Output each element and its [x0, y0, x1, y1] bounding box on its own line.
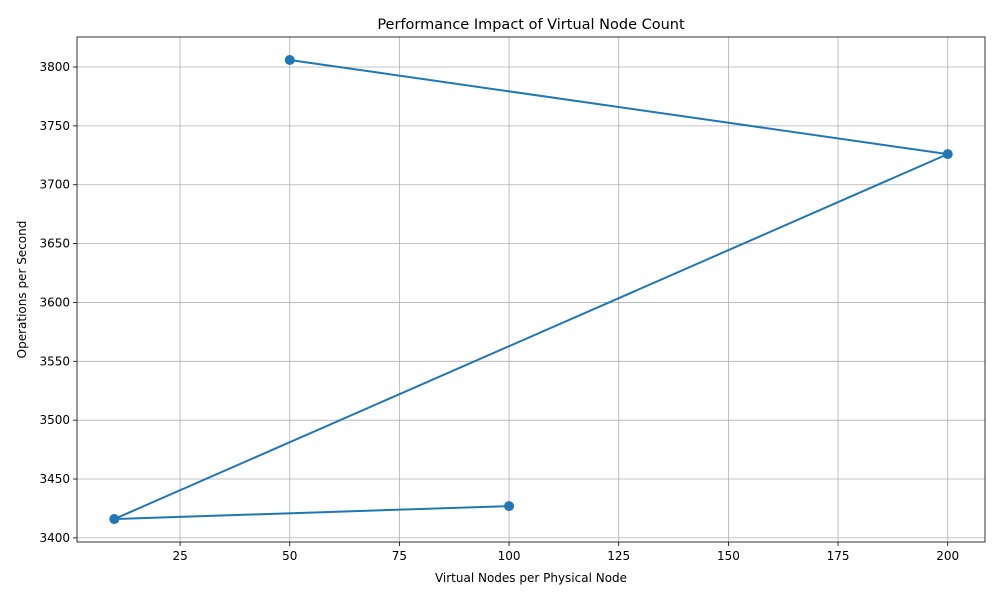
x-tick-label: 200 [936, 549, 959, 563]
y-tick-label: 3550 [39, 354, 70, 368]
x-tick-label: 25 [172, 549, 187, 563]
data-point [504, 501, 515, 512]
data-point [942, 149, 953, 160]
x-tick-label: 75 [392, 549, 407, 563]
data-point [284, 54, 295, 65]
x-tick-label: 125 [607, 549, 630, 563]
y-tick-label: 3500 [39, 413, 70, 427]
y-tick-label: 3700 [39, 178, 70, 192]
grid [77, 37, 985, 542]
y-tick-label: 3800 [39, 60, 70, 74]
ticks: 25 50 75 100 125 150 175 200 3400 3450 3500 3550 360… [39, 60, 959, 563]
data-point [109, 514, 120, 525]
x-tick-label: 175 [827, 549, 850, 563]
plot-frame [76, 36, 986, 543]
x-tick-label: 150 [717, 549, 740, 563]
series-line [113, 58, 949, 521]
x-tick-label: 100 [498, 549, 521, 563]
x-axis-label: Virtual Nodes per Physical Node [435, 571, 627, 585]
y-tick-label: 3650 [39, 237, 70, 251]
x-tick-label: 50 [282, 549, 297, 563]
chart-title: Performance Impact of Virtual Node Count [377, 17, 685, 33]
y-tick-label: 3450 [39, 472, 70, 486]
y-tick-label: 3600 [39, 295, 70, 309]
y-tick-label: 3400 [39, 531, 70, 545]
y-axis-label: Operations per Second [15, 221, 29, 359]
series [109, 54, 953, 525]
y-tick-label: 3750 [39, 119, 70, 133]
